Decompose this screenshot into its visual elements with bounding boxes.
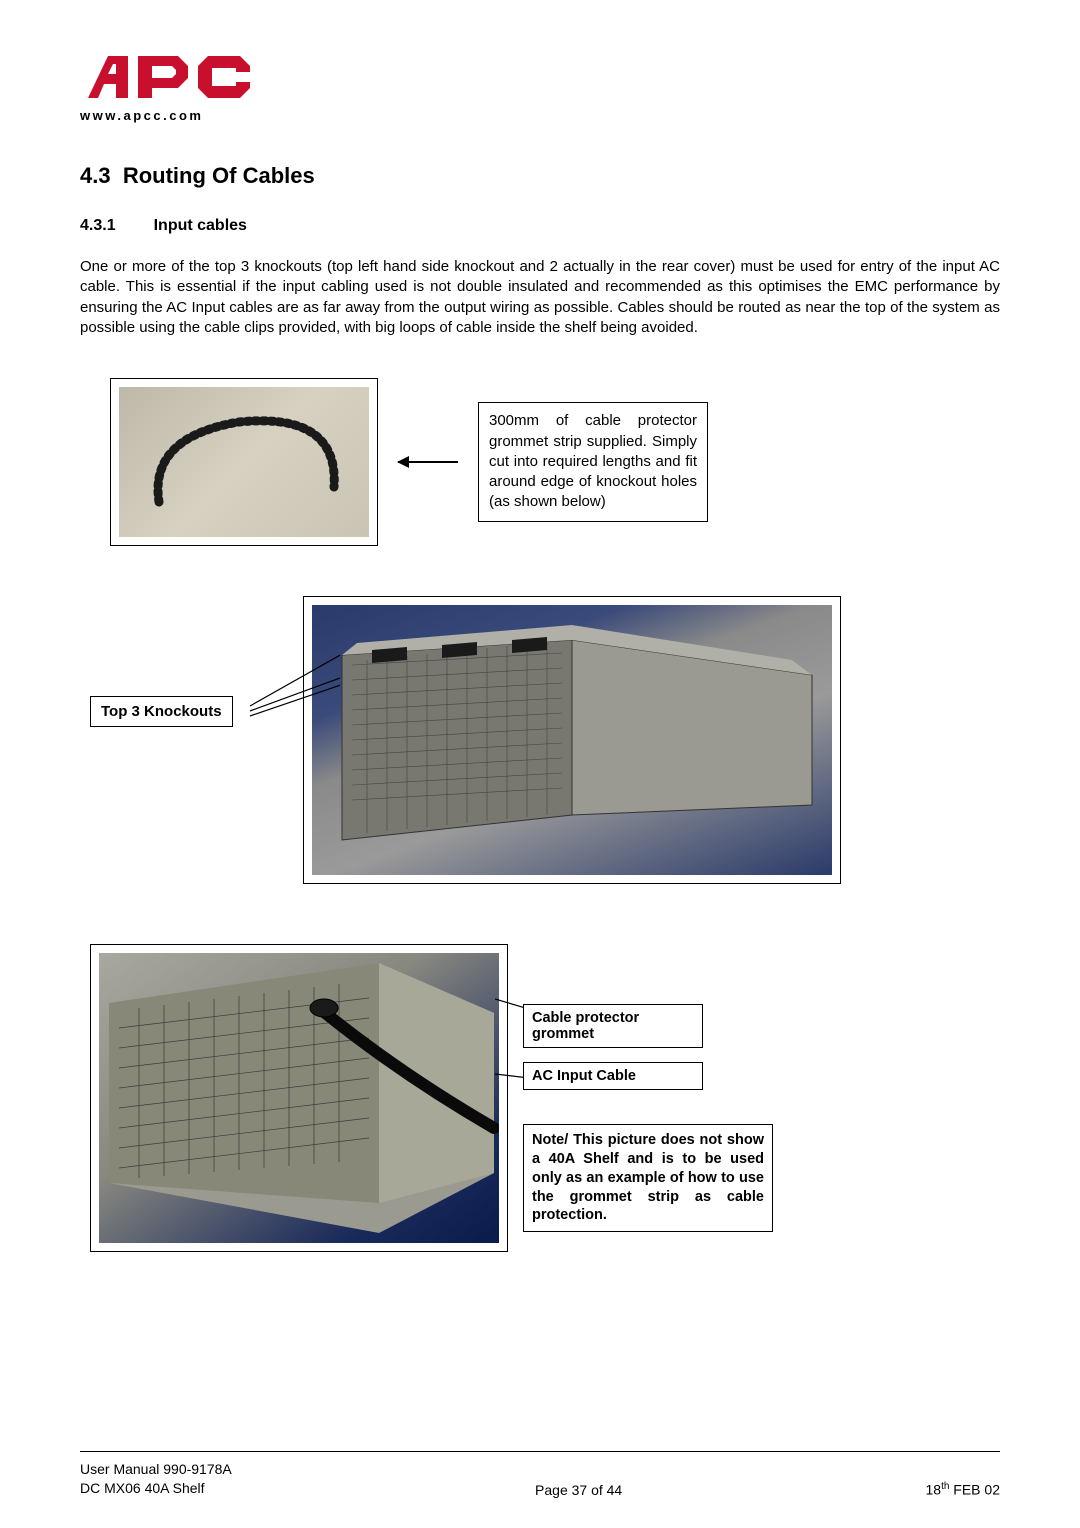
subsection-heading: 4.3.1 Input cables — [80, 217, 1000, 235]
callout-ac-input: AC Input Cable — [523, 1062, 703, 1090]
footer-page: Page 37 of 44 — [535, 1482, 622, 1498]
callout-grommet-text: 300mm of cable protector grommet strip s… — [478, 402, 708, 521]
subsection-number: 4.3.1 — [80, 217, 116, 235]
figure-knockouts: Top 3 Knockouts — [90, 596, 1000, 884]
figure-grommet-strip: 300mm of cable protector grommet strip s… — [110, 378, 1000, 546]
footer-date-rest: FEB 02 — [949, 1482, 1000, 1498]
photo-frame — [90, 944, 508, 1252]
apc-logo-icon — [80, 50, 260, 106]
footer-date-day: 18 — [925, 1482, 941, 1498]
section-number: 4.3 — [80, 163, 111, 188]
page-footer: User Manual 990-9178A DC MX06 40A Shelf … — [80, 1451, 1000, 1498]
callout-lines-icon — [240, 596, 340, 876]
callout-cable-protector: Cable protector grommet — [523, 1004, 703, 1048]
subsection-title: Input cables — [154, 217, 247, 235]
arrow-left-icon — [398, 461, 458, 463]
footer-manual: User Manual 990-9178A — [80, 1460, 232, 1479]
callout-group: Cable protector grommet AC Input Cable N… — [523, 1004, 773, 1232]
section-title: Routing Of Cables — [123, 163, 315, 188]
body-paragraph: One or more of the top 3 knockouts (top … — [80, 257, 1000, 338]
photo-frame — [303, 596, 841, 884]
document-page: www.apcc.com 4.3 Routing Of Cables 4.3.1… — [0, 0, 1080, 1528]
photo-frame — [110, 378, 378, 546]
callout-note: Note/ This picture does not show a 40A S… — [523, 1124, 773, 1232]
photo-rack-rear — [312, 605, 832, 875]
footer-date: 18th FEB 02 — [925, 1481, 1000, 1498]
brand-header: www.apcc.com — [80, 50, 1000, 123]
footer-left: User Manual 990-9178A DC MX06 40A Shelf — [80, 1460, 232, 1498]
photo-rack-closeup — [99, 953, 499, 1243]
section-heading: 4.3 Routing Of Cables — [80, 163, 1000, 189]
photo-grommet-strip — [119, 387, 369, 537]
brand-url: www.apcc.com — [80, 108, 1000, 123]
figure-cable-entry: Cable protector grommet AC Input Cable N… — [90, 944, 1000, 1252]
callout-knockouts-label: Top 3 Knockouts — [90, 696, 233, 727]
footer-product: DC MX06 40A Shelf — [80, 1479, 232, 1498]
